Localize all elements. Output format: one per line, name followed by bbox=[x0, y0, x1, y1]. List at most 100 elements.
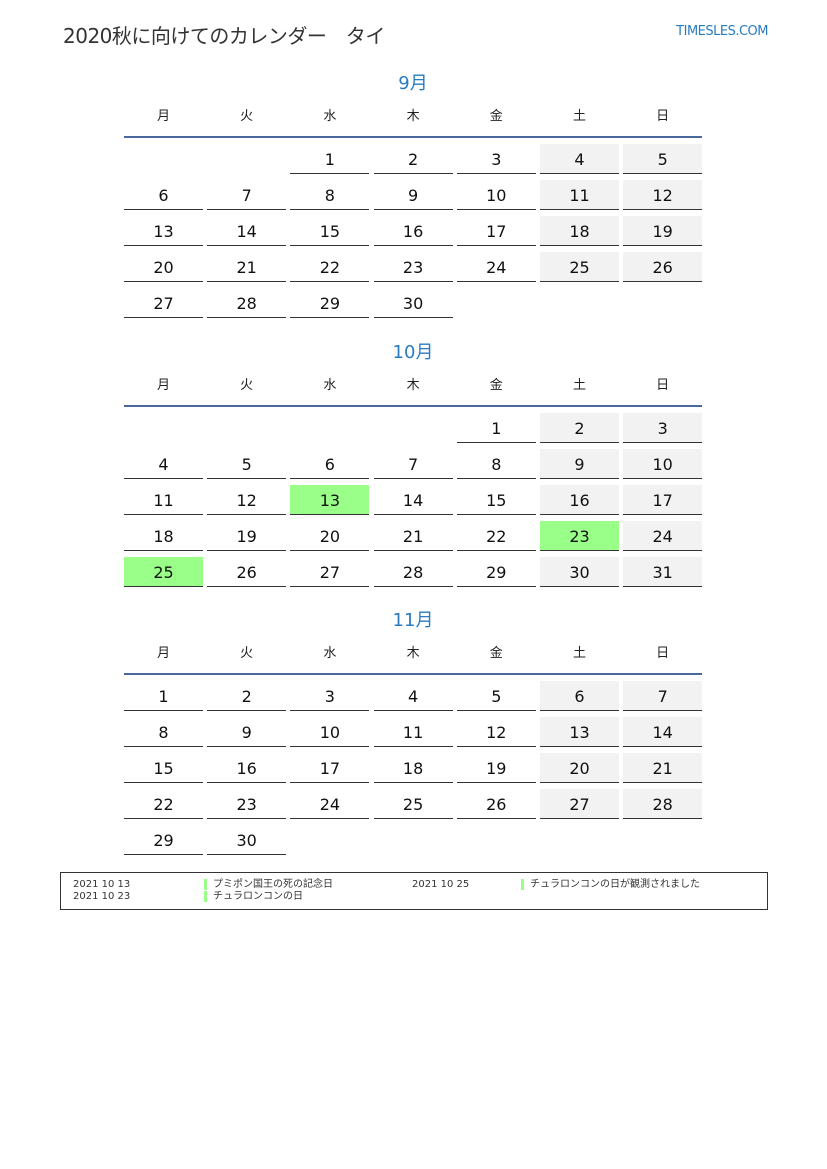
day-cell[interactable]: 29 bbox=[290, 288, 370, 318]
day-cell[interactable]: 16 bbox=[373, 216, 453, 246]
day-cell[interactable]: 22 bbox=[290, 252, 370, 282]
month-title: 10月 bbox=[392, 342, 434, 363]
day-cell[interactable]: 15 bbox=[290, 216, 370, 246]
day-cell[interactable]: 15 bbox=[124, 753, 203, 783]
day-cell[interactable]: 30 bbox=[540, 556, 619, 587]
day-cell[interactable]: 20 bbox=[124, 252, 203, 282]
day-cell[interactable]: 31 bbox=[623, 556, 703, 587]
day-cell[interactable]: 19 bbox=[207, 521, 287, 551]
day-cell[interactable]: 28 bbox=[623, 788, 703, 819]
day-cell[interactable]: 29 bbox=[124, 825, 203, 855]
day-cell[interactable]: 10 bbox=[290, 717, 370, 747]
day-cell[interactable]: 11 bbox=[124, 485, 203, 515]
day-cell[interactable]: 5 bbox=[456, 681, 536, 711]
day-cell[interactable]: 12 bbox=[456, 717, 536, 747]
day-cell[interactable]: 27 bbox=[124, 288, 203, 318]
day-cell[interactable]: 21 bbox=[207, 252, 287, 282]
weekday-label: 火 bbox=[240, 646, 254, 661]
day-cell[interactable]: 27 bbox=[290, 557, 370, 587]
day-cell[interactable]: 15 bbox=[456, 485, 536, 515]
day-cell[interactable]: 2 bbox=[373, 144, 453, 174]
day-cell[interactable]: 20 bbox=[290, 521, 370, 551]
day-cell[interactable]: 5 bbox=[623, 144, 703, 174]
day-cell[interactable]: 25 bbox=[373, 789, 453, 819]
day-cell[interactable]: 1 bbox=[290, 144, 370, 174]
day-cell[interactable]: 22 bbox=[456, 521, 536, 551]
day-cell[interactable]: 16 bbox=[207, 753, 287, 783]
weekday-label: 水 bbox=[323, 378, 337, 393]
day-cell[interactable]: 30 bbox=[207, 825, 287, 855]
day-cell[interactable]: 1 bbox=[456, 413, 536, 443]
day-cell[interactable]: 18 bbox=[540, 215, 619, 246]
day-cell[interactable]: 9 bbox=[540, 448, 619, 479]
day-cell[interactable]: 6 bbox=[124, 180, 203, 210]
day-cell[interactable]: 21 bbox=[373, 521, 453, 551]
day-cell[interactable]: 12 bbox=[623, 179, 703, 210]
day-cell[interactable]: 14 bbox=[373, 485, 453, 515]
day-cell[interactable]: 24 bbox=[456, 252, 536, 282]
day-cell[interactable]: 4 bbox=[124, 449, 203, 479]
day-cell[interactable]: 13 bbox=[124, 216, 203, 246]
day-cell[interactable]: 24 bbox=[623, 520, 703, 551]
day-cell[interactable]: 16 bbox=[540, 484, 619, 515]
day-cell[interactable]: 22 bbox=[124, 789, 203, 819]
day-cell[interactable]: 20 bbox=[540, 752, 619, 783]
day-cell[interactable]: 13 bbox=[540, 716, 619, 747]
day-cell[interactable]: 26 bbox=[623, 251, 703, 282]
day-cell[interactable]: 17 bbox=[290, 753, 370, 783]
header-rule bbox=[124, 405, 702, 407]
day-cell[interactable]: 8 bbox=[124, 717, 203, 747]
day-cell[interactable]: 10 bbox=[456, 180, 536, 210]
day-cell[interactable]: 21 bbox=[623, 752, 703, 783]
day-cell[interactable]: 2 bbox=[540, 413, 619, 443]
day-cell[interactable]: 29 bbox=[456, 557, 536, 587]
day-cell[interactable]: 27 bbox=[540, 788, 619, 819]
day-cell[interactable]: 23 bbox=[540, 520, 619, 551]
day-cell[interactable]: 8 bbox=[456, 449, 536, 479]
day-cell[interactable]: 3 bbox=[456, 144, 536, 174]
day-cell[interactable]: 17 bbox=[623, 484, 703, 515]
day-cell[interactable]: 28 bbox=[207, 288, 287, 318]
weekday-label: 日 bbox=[656, 109, 670, 124]
day-cell[interactable]: 7 bbox=[373, 449, 453, 479]
day-cell[interactable]: 4 bbox=[373, 681, 453, 711]
holiday-legend: 2021 10 13 プミポン国王の死の記念日 2021 10 23 チュラロン… bbox=[60, 872, 768, 910]
day-cell[interactable]: 3 bbox=[623, 413, 703, 443]
day-cell[interactable]: 17 bbox=[456, 216, 536, 246]
day-cell[interactable]: 26 bbox=[456, 789, 536, 819]
day-cell[interactable]: 1 bbox=[124, 681, 203, 711]
day-cell[interactable]: 23 bbox=[207, 789, 287, 819]
day-cell[interactable]: 11 bbox=[373, 717, 453, 747]
weekday-label: 水 bbox=[323, 646, 337, 661]
day-cell[interactable]: 3 bbox=[290, 681, 370, 711]
day-cell[interactable]: 19 bbox=[456, 753, 536, 783]
day-cell[interactable]: 9 bbox=[207, 717, 287, 747]
site-link[interactable]: TIMESLES.COM bbox=[676, 24, 768, 39]
day-cell[interactable]: 10 bbox=[623, 448, 703, 479]
day-cell[interactable]: 12 bbox=[207, 485, 287, 515]
day-cell[interactable]: 23 bbox=[373, 252, 453, 282]
day-cell[interactable]: 4 bbox=[540, 144, 619, 174]
day-cell[interactable]: 13 bbox=[290, 484, 370, 515]
day-cell[interactable]: 7 bbox=[623, 681, 703, 711]
day-cell[interactable]: 8 bbox=[290, 180, 370, 210]
day-cell[interactable]: 9 bbox=[373, 180, 453, 210]
day-cell[interactable]: 25 bbox=[124, 556, 203, 587]
weekday-label: 水 bbox=[323, 109, 337, 124]
day-cell[interactable]: 11 bbox=[540, 179, 619, 210]
day-cell[interactable]: 30 bbox=[373, 288, 453, 318]
day-cell[interactable]: 7 bbox=[207, 180, 287, 210]
day-cell[interactable]: 14 bbox=[207, 216, 287, 246]
day-cell[interactable]: 24 bbox=[290, 789, 370, 819]
day-cell[interactable]: 6 bbox=[290, 449, 370, 479]
day-cell[interactable]: 5 bbox=[207, 449, 287, 479]
day-cell[interactable]: 14 bbox=[623, 716, 703, 747]
day-cell[interactable]: 28 bbox=[373, 557, 453, 587]
day-cell[interactable]: 6 bbox=[540, 681, 619, 711]
day-cell[interactable]: 26 bbox=[207, 557, 287, 587]
day-cell[interactable]: 18 bbox=[373, 753, 453, 783]
day-cell[interactable]: 19 bbox=[623, 215, 703, 246]
day-cell[interactable]: 25 bbox=[540, 251, 619, 282]
day-cell[interactable]: 18 bbox=[124, 521, 203, 551]
day-cell[interactable]: 2 bbox=[207, 681, 287, 711]
